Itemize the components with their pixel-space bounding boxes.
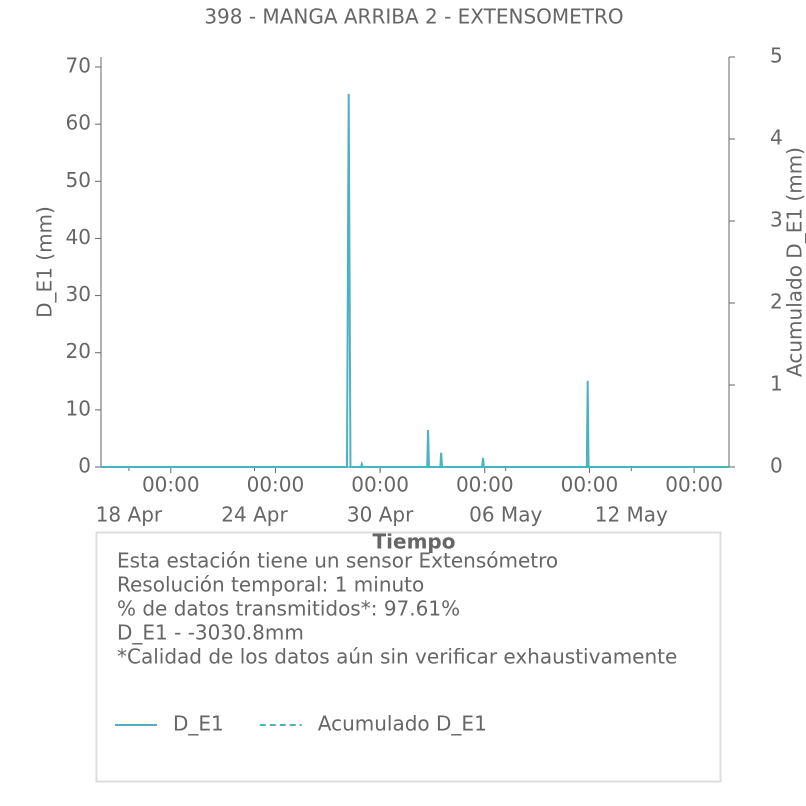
y-tick-label: 10 (66, 396, 91, 420)
x-date-label: 06 May (469, 503, 542, 527)
info-line: *Calidad de los datos aún sin verificar … (117, 645, 677, 669)
legend-label: D_E1 (173, 712, 224, 736)
y-tick-label: 60 (66, 111, 91, 135)
y2-axis-label: Acumulado D_E1 (mm) (783, 147, 806, 377)
info-line: % de datos transmitidos*: 97.61% (117, 597, 460, 621)
y2-tick-label: 3 (770, 208, 783, 232)
y2-tick-label: 1 (770, 372, 783, 396)
info-line: Esta estación tiene un sensor Extensómet… (117, 549, 558, 573)
info-line: Resolución temporal: 1 minuto (117, 573, 424, 597)
y-tick-label: 50 (66, 168, 91, 192)
x-tick-label: 00:00 (561, 473, 619, 497)
x-date-label: 18 Apr (96, 503, 163, 527)
x-tick-label: 00:00 (247, 473, 305, 497)
series-line (101, 93, 729, 468)
y2-tick-label: 2 (770, 290, 783, 314)
y-tick-label: 70 (66, 54, 91, 78)
x-date-label: 12 May (595, 503, 668, 527)
legend-label: Acumulado D_E1 (318, 712, 487, 736)
chart-title: 398 - MANGA ARRIBA 2 - EXTENSOMETRO (204, 5, 623, 29)
info-box (95, 531, 722, 783)
y2-tick-label: 5 (770, 44, 783, 68)
info-line: D_E1 - -3030.8mm (117, 621, 304, 645)
y-tick-label: 20 (66, 339, 91, 363)
y2-tick-label: 4 (770, 126, 783, 150)
y-tick-label: 0 (78, 454, 91, 478)
x-tick-label: 00:00 (665, 473, 723, 497)
y-tick-label: 40 (66, 225, 91, 249)
x-tick-label: 00:00 (351, 473, 409, 497)
y2-tick-label: 0 (770, 454, 783, 478)
y-tick-label: 30 (66, 282, 91, 306)
y-axis-label: D_E1 (mm) (33, 206, 57, 318)
x-tick-label: 00:00 (456, 473, 514, 497)
x-date-label: 24 Apr (221, 503, 288, 527)
x-tick-label: 00:00 (142, 473, 200, 497)
x-date-label: 30 Apr (347, 503, 414, 527)
